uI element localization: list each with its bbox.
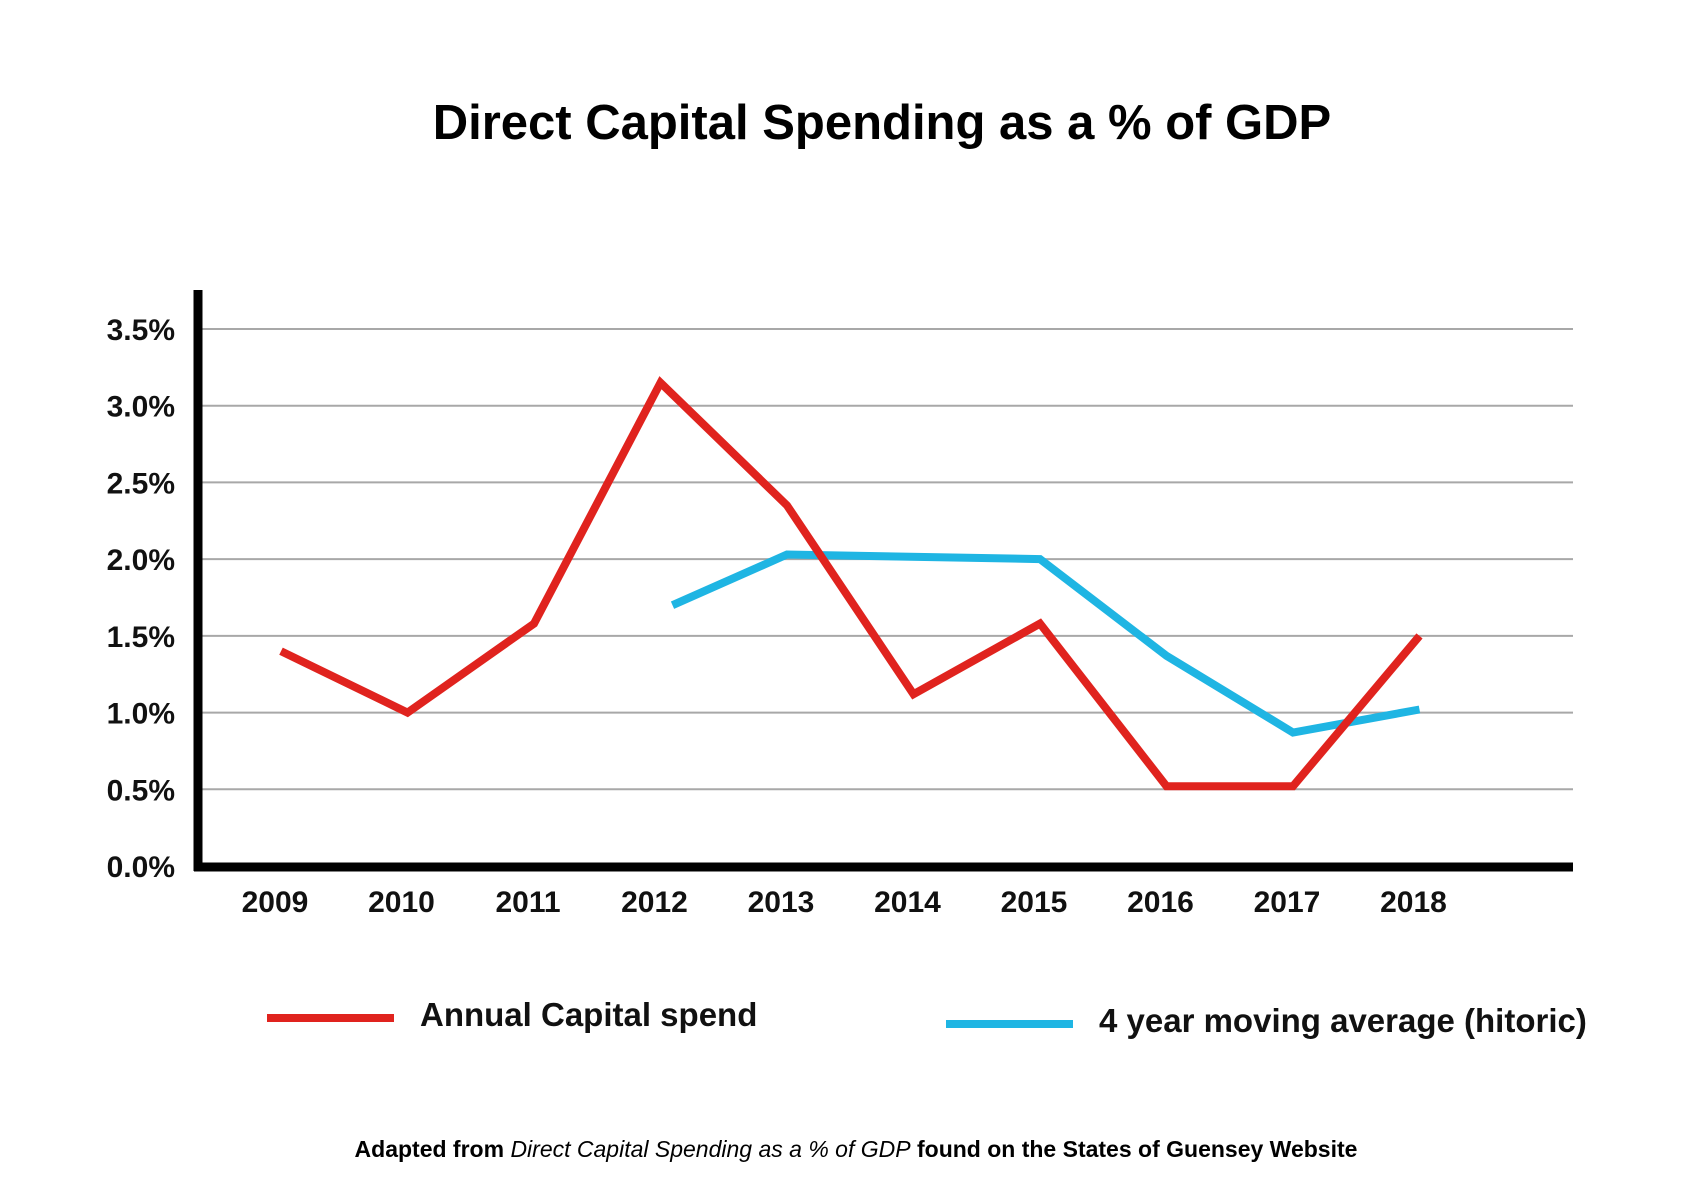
- legend-label-annual: Annual Capital spend: [420, 996, 757, 1033]
- source-footnote: Adapted from Direct Capital Spending as …: [355, 1136, 1358, 1162]
- x-tick-label: 2010: [368, 886, 435, 919]
- y-tick-label: 2.0%: [107, 544, 175, 577]
- y-tick-label: 0.0%: [107, 851, 175, 884]
- y-tick-label: 0.5%: [107, 774, 175, 807]
- footnote-prefix: Adapted from: [355, 1136, 511, 1162]
- gridlines: [202, 328, 1573, 791]
- y-tick-label: 2.5%: [107, 467, 175, 500]
- footnote-suffix: found on the States of Guensey Website: [911, 1136, 1358, 1162]
- x-tick-label: 2014: [874, 886, 941, 919]
- series-line-moving-average: [670, 550, 1421, 737]
- y-tick-label: 1.0%: [107, 698, 175, 731]
- x-tick-label: 2009: [242, 886, 309, 919]
- legend-item-annual: Annual Capital spend: [267, 996, 757, 1033]
- x-tick-label: 2016: [1127, 886, 1194, 919]
- series-line-annual: [279, 376, 1423, 791]
- x-tick-label: 2015: [1001, 886, 1068, 919]
- y-tick-label: 3.5%: [107, 314, 175, 347]
- x-tick-label: 2018: [1380, 886, 1447, 919]
- x-axis-ticks: 2009 2010 2011 2012 2013 2014 2015 2016 2017 2018: [242, 886, 1447, 919]
- x-tick-label: 2013: [748, 886, 815, 919]
- series-lines: [279, 376, 1423, 791]
- legend-label-moving-average: 4 year moving average (hitoric): [1099, 1002, 1587, 1039]
- legend: Annual Capital spend 4 year moving avera…: [267, 996, 1587, 1039]
- y-tick-label: 3.0%: [107, 391, 175, 424]
- x-tick-label: 2017: [1254, 886, 1321, 919]
- legend-item-moving-average: 4 year moving average (hitoric): [946, 1002, 1587, 1039]
- footnote-italic-title: Direct Capital Spending as a % of GDP: [510, 1136, 911, 1162]
- x-tick-label: 2012: [621, 886, 688, 919]
- y-tick-label: 1.5%: [107, 621, 175, 654]
- y-axis-ticks: 0.0% 0.5% 1.0% 1.5% 2.0% 2.5% 3.0% 3.5%: [107, 314, 175, 884]
- x-tick-label: 2011: [495, 886, 560, 919]
- chart-title: Direct Capital Spending as a % of GDP: [433, 96, 1332, 150]
